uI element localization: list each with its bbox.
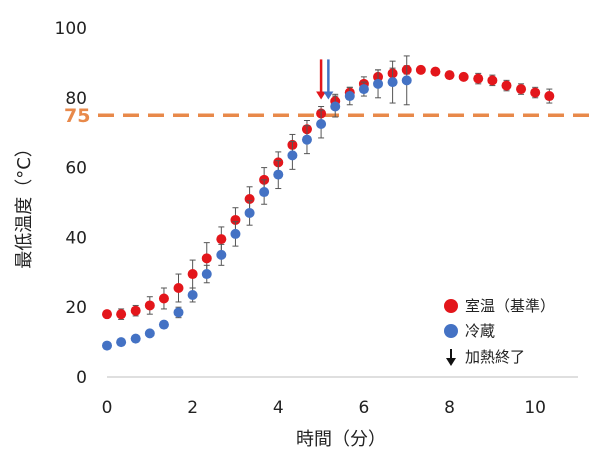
data-point-0-24 bbox=[444, 70, 455, 81]
data-point-0-5 bbox=[173, 283, 184, 294]
data-point-1-2 bbox=[130, 333, 141, 344]
data-point-1-11 bbox=[259, 187, 270, 198]
data-point-0-26 bbox=[473, 73, 484, 84]
data-point-0-22 bbox=[415, 64, 426, 75]
y-axis-title: 最低温度（°C） bbox=[14, 139, 35, 269]
data-point-1-19 bbox=[373, 78, 384, 89]
y-tick-label-3: 60 bbox=[65, 159, 87, 179]
x-tick-label-4: 8 bbox=[444, 398, 455, 418]
data-point-0-0 bbox=[102, 309, 112, 320]
data-point-1-17 bbox=[344, 91, 355, 102]
data-point-0-6 bbox=[187, 269, 198, 280]
x-tick-label-2: 4 bbox=[273, 398, 284, 418]
data-point-0-4 bbox=[158, 293, 169, 304]
series-group bbox=[102, 55, 555, 351]
data-point-1-15 bbox=[316, 118, 327, 129]
data-point-1-0 bbox=[102, 340, 112, 351]
data-point-1-10 bbox=[244, 207, 255, 218]
data-point-0-28 bbox=[501, 80, 512, 91]
data-point-1-5 bbox=[173, 307, 184, 318]
x-tick-label-3: 6 bbox=[358, 398, 369, 418]
data-point-1-1 bbox=[116, 337, 127, 348]
legend-arrow-icon bbox=[446, 349, 456, 366]
heating-end-markers bbox=[316, 59, 334, 100]
x-tick-label-1: 2 bbox=[187, 398, 198, 418]
heating-end-arrow-head-1 bbox=[323, 91, 334, 100]
y-tick-label-0: 0 bbox=[76, 368, 87, 388]
data-point-1-9 bbox=[230, 228, 241, 239]
data-point-1-16 bbox=[330, 101, 341, 112]
legend-label-heating-end: 加熱終了 bbox=[465, 348, 525, 366]
data-point-1-21 bbox=[401, 75, 412, 86]
data-point-1-3 bbox=[144, 328, 155, 339]
data-point-0-2 bbox=[130, 305, 141, 316]
legend-label-room-temp: 室温（基準） bbox=[465, 297, 555, 315]
y-tick-label-5: 100 bbox=[55, 19, 87, 39]
data-point-0-31 bbox=[544, 91, 555, 102]
legend-item-heating-end: 加熱終了 bbox=[446, 348, 525, 366]
series-1 bbox=[102, 55, 412, 351]
data-point-0-10 bbox=[244, 194, 255, 205]
legend-item-room-temp: 室温（基準） bbox=[444, 297, 555, 315]
data-point-0-1 bbox=[116, 309, 127, 320]
y-tick-label-1: 20 bbox=[65, 298, 87, 318]
data-point-0-3 bbox=[144, 300, 155, 311]
data-point-0-9 bbox=[230, 214, 241, 225]
legend-label-refrigerated: 冷蔵 bbox=[465, 322, 495, 340]
data-point-0-8 bbox=[216, 234, 227, 245]
legend-item-refrigerated: 冷蔵 bbox=[444, 322, 495, 340]
legend-dot-blue bbox=[444, 324, 458, 338]
x-tick-label-5: 10 bbox=[524, 398, 546, 418]
data-point-0-25 bbox=[458, 71, 469, 82]
data-point-1-12 bbox=[273, 169, 284, 180]
data-point-1-4 bbox=[158, 319, 169, 330]
data-point-1-20 bbox=[387, 77, 398, 88]
heating-end-arrow-head-0 bbox=[316, 91, 327, 100]
data-point-0-29 bbox=[516, 84, 527, 95]
x-axis-title: 時間（分） bbox=[296, 429, 386, 450]
reference-line-label: 75 bbox=[64, 105, 90, 127]
series-0 bbox=[102, 64, 555, 320]
data-point-1-14 bbox=[301, 134, 312, 145]
data-point-1-7 bbox=[201, 269, 212, 280]
legend-dot-red bbox=[444, 299, 458, 313]
data-point-0-30 bbox=[530, 87, 541, 98]
data-point-0-23 bbox=[430, 66, 441, 77]
data-point-1-13 bbox=[287, 150, 298, 161]
data-point-1-18 bbox=[358, 84, 369, 95]
data-point-1-8 bbox=[216, 249, 227, 260]
y-tick-label-4: 80 bbox=[65, 89, 87, 109]
legend: 室温（基準） 冷蔵 加熱終了 bbox=[444, 297, 555, 366]
data-point-0-27 bbox=[487, 75, 498, 86]
data-point-1-6 bbox=[187, 289, 198, 300]
data-point-0-7 bbox=[201, 253, 212, 264]
y-tick-label-2: 40 bbox=[65, 228, 87, 248]
x-tick-label-0: 0 bbox=[102, 398, 113, 418]
